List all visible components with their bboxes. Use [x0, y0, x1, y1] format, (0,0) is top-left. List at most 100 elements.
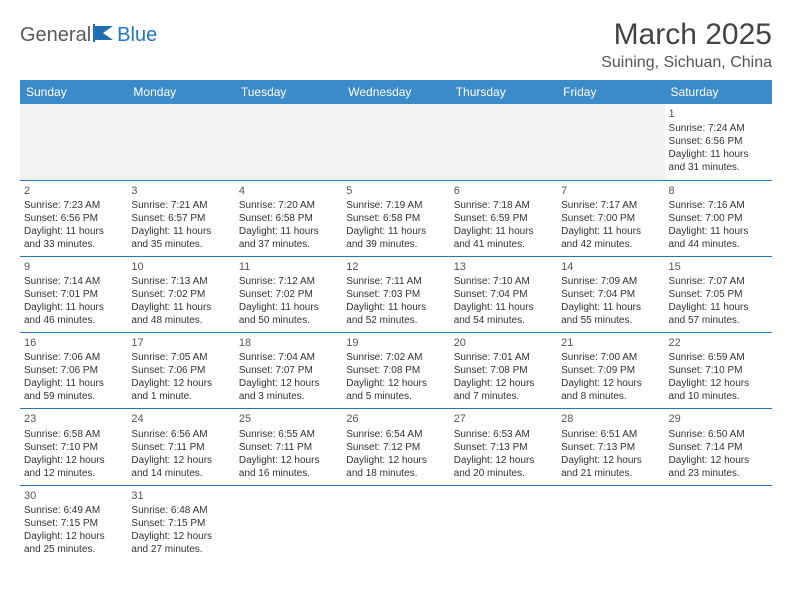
day-number: 13: [454, 260, 553, 274]
day-cell: 13Sunrise: 7:10 AMSunset: 7:04 PMDayligh…: [450, 256, 557, 332]
day-dl2: and 20 minutes.: [454, 467, 553, 480]
title-block: March 2025 Suining, Sichuan, China: [601, 18, 772, 72]
day-number: 24: [131, 412, 230, 426]
day-dl1: Daylight: 12 hours: [454, 377, 553, 390]
day-dl1: Daylight: 11 hours: [454, 301, 553, 314]
day-dl1: Daylight: 12 hours: [561, 377, 660, 390]
calendar-row: 1Sunrise: 7:24 AMSunset: 6:56 PMDaylight…: [20, 104, 772, 180]
empty-cell: [665, 485, 772, 561]
day-dl2: and 41 minutes.: [454, 238, 553, 251]
calendar-row: 30Sunrise: 6:49 AMSunset: 7:15 PMDayligh…: [20, 485, 772, 561]
day-cell: 31Sunrise: 6:48 AMSunset: 7:15 PMDayligh…: [127, 485, 234, 561]
day-sunset: Sunset: 7:00 PM: [669, 212, 768, 225]
day-number: 21: [561, 336, 660, 350]
day-dl1: Daylight: 12 hours: [454, 454, 553, 467]
day-sunset: Sunset: 7:11 PM: [239, 441, 338, 454]
day-cell: 1Sunrise: 7:24 AMSunset: 6:56 PMDaylight…: [665, 104, 772, 180]
day-dl1: Daylight: 11 hours: [346, 225, 445, 238]
day-dl1: Daylight: 12 hours: [669, 454, 768, 467]
day-cell: 9Sunrise: 7:14 AMSunset: 7:01 PMDaylight…: [20, 256, 127, 332]
day-sunset: Sunset: 7:10 PM: [669, 364, 768, 377]
day-sunset: Sunset: 7:14 PM: [669, 441, 768, 454]
day-cell: 16Sunrise: 7:06 AMSunset: 7:06 PMDayligh…: [20, 333, 127, 409]
day-cell: 15Sunrise: 7:07 AMSunset: 7:05 PMDayligh…: [665, 256, 772, 332]
empty-cell: [342, 485, 449, 561]
day-sunrise: Sunrise: 7:12 AM: [239, 275, 338, 288]
day-dl1: Daylight: 11 hours: [239, 225, 338, 238]
day-dl2: and 52 minutes.: [346, 314, 445, 327]
day-dl1: Daylight: 12 hours: [239, 454, 338, 467]
day-cell: 30Sunrise: 6:49 AMSunset: 7:15 PMDayligh…: [20, 485, 127, 561]
day-number: 5: [346, 184, 445, 198]
day-number: 18: [239, 336, 338, 350]
day-sunset: Sunset: 7:00 PM: [561, 212, 660, 225]
day-sunset: Sunset: 7:13 PM: [561, 441, 660, 454]
logo-text-general: General: [20, 24, 91, 47]
day-cell: 24Sunrise: 6:56 AMSunset: 7:11 PMDayligh…: [127, 409, 234, 485]
day-sunset: Sunset: 7:11 PM: [131, 441, 230, 454]
day-dl2: and 57 minutes.: [669, 314, 768, 327]
day-dl2: and 25 minutes.: [24, 543, 123, 556]
day-sunrise: Sunrise: 7:18 AM: [454, 199, 553, 212]
day-number: 14: [561, 260, 660, 274]
day-number: 4: [239, 184, 338, 198]
day-sunset: Sunset: 7:15 PM: [131, 517, 230, 530]
day-dl2: and 31 minutes.: [669, 161, 768, 174]
day-cell: 23Sunrise: 6:58 AMSunset: 7:10 PMDayligh…: [20, 409, 127, 485]
day-dl1: Daylight: 12 hours: [239, 377, 338, 390]
day-number: 22: [669, 336, 768, 350]
day-sunrise: Sunrise: 6:50 AM: [669, 428, 768, 441]
day-dl2: and 18 minutes.: [346, 467, 445, 480]
day-dl1: Daylight: 12 hours: [131, 530, 230, 543]
day-dl2: and 16 minutes.: [239, 467, 338, 480]
empty-cell: [557, 485, 664, 561]
day-dl2: and 35 minutes.: [131, 238, 230, 251]
day-sunrise: Sunrise: 6:58 AM: [24, 428, 123, 441]
calendar-table: Sunday Monday Tuesday Wednesday Thursday…: [20, 80, 772, 561]
day-sunrise: Sunrise: 7:21 AM: [131, 199, 230, 212]
location: Suining, Sichuan, China: [601, 54, 772, 72]
day-number: 27: [454, 412, 553, 426]
day-dl2: and 50 minutes.: [239, 314, 338, 327]
day-sunset: Sunset: 7:04 PM: [561, 288, 660, 301]
day-sunset: Sunset: 7:01 PM: [24, 288, 123, 301]
empty-cell: [342, 104, 449, 180]
day-sunset: Sunset: 7:08 PM: [346, 364, 445, 377]
day-sunset: Sunset: 7:15 PM: [24, 517, 123, 530]
day-number: 29: [669, 412, 768, 426]
day-cell: 26Sunrise: 6:54 AMSunset: 7:12 PMDayligh…: [342, 409, 449, 485]
day-cell: 21Sunrise: 7:00 AMSunset: 7:09 PMDayligh…: [557, 333, 664, 409]
day-number: 3: [131, 184, 230, 198]
day-dl1: Daylight: 11 hours: [454, 225, 553, 238]
day-dl2: and 44 minutes.: [669, 238, 768, 251]
day-dl2: and 3 minutes.: [239, 390, 338, 403]
header: General Blue March 2025 Suining, Sichuan…: [20, 18, 772, 72]
day-dl1: Daylight: 11 hours: [24, 301, 123, 314]
day-cell: 28Sunrise: 6:51 AMSunset: 7:13 PMDayligh…: [557, 409, 664, 485]
day-sunrise: Sunrise: 7:17 AM: [561, 199, 660, 212]
day-sunset: Sunset: 7:06 PM: [24, 364, 123, 377]
day-number: 23: [24, 412, 123, 426]
calendar-row: 23Sunrise: 6:58 AMSunset: 7:10 PMDayligh…: [20, 409, 772, 485]
logo-text-blue: Blue: [117, 24, 157, 47]
empty-cell: [557, 104, 664, 180]
day-dl2: and 5 minutes.: [346, 390, 445, 403]
day-dl1: Daylight: 11 hours: [669, 148, 768, 161]
day-dl1: Daylight: 11 hours: [561, 301, 660, 314]
day-sunrise: Sunrise: 7:06 AM: [24, 351, 123, 364]
day-cell: 19Sunrise: 7:02 AMSunset: 7:08 PMDayligh…: [342, 333, 449, 409]
month-title: March 2025: [601, 18, 772, 52]
day-cell: 7Sunrise: 7:17 AMSunset: 7:00 PMDaylight…: [557, 180, 664, 256]
day-cell: 25Sunrise: 6:55 AMSunset: 7:11 PMDayligh…: [235, 409, 342, 485]
day-sunrise: Sunrise: 6:53 AM: [454, 428, 553, 441]
day-number: 25: [239, 412, 338, 426]
empty-cell: [127, 104, 234, 180]
day-sunrise: Sunrise: 7:19 AM: [346, 199, 445, 212]
day-dl2: and 37 minutes.: [239, 238, 338, 251]
day-sunrise: Sunrise: 6:48 AM: [131, 504, 230, 517]
day-number: 10: [131, 260, 230, 274]
day-sunset: Sunset: 7:08 PM: [454, 364, 553, 377]
day-number: 15: [669, 260, 768, 274]
day-sunrise: Sunrise: 6:56 AM: [131, 428, 230, 441]
day-dl2: and 1 minute.: [131, 390, 230, 403]
